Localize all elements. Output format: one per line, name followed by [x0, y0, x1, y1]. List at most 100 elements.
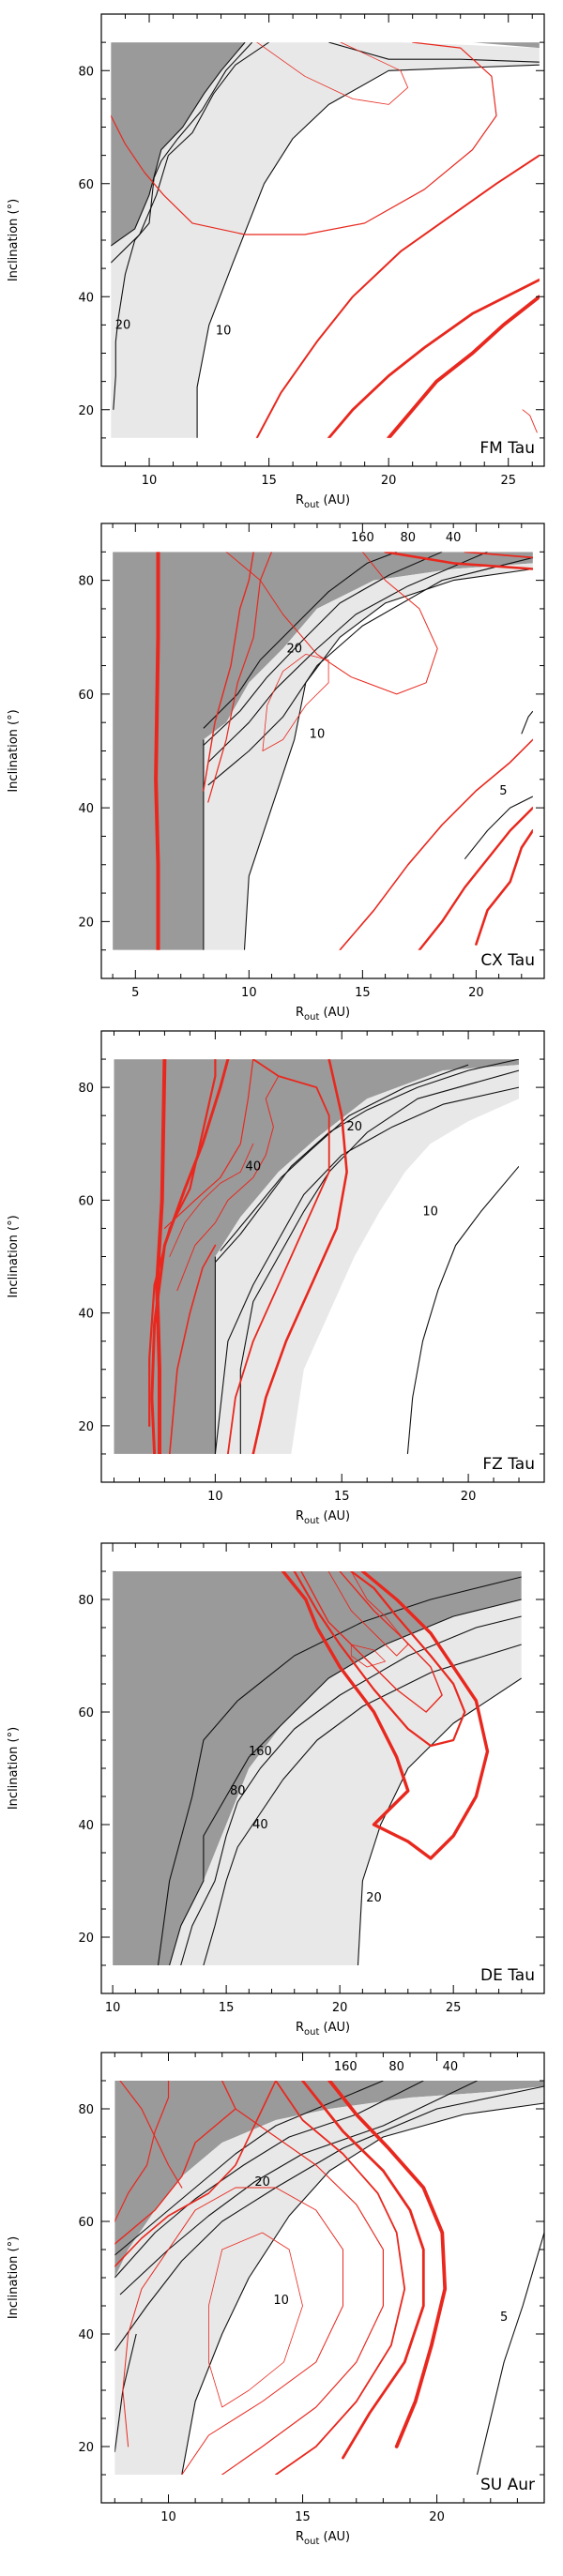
contour-label: 40 — [443, 2060, 459, 2074]
shaded-region-light — [203, 563, 533, 950]
red-contour — [207, 2232, 303, 2408]
x-tick-label: 25 — [446, 2001, 462, 2015]
y-axis-label: Inclination (°) — [7, 1727, 21, 1810]
red-contour — [293, 1571, 466, 1748]
y-tick-label: 40 — [78, 802, 94, 816]
red-contour — [119, 2081, 183, 2189]
y-tick-label: 20 — [78, 1932, 94, 1946]
black-contour-5 — [476, 2232, 544, 2475]
black-contour — [239, 1069, 520, 1454]
x-axis-label: Rout (AU) — [296, 1509, 350, 1526]
black-contour — [111, 42, 269, 264]
x-tick-label: 15 — [219, 2001, 235, 2015]
shaded-region-dark — [111, 42, 540, 246]
x-tick-label: 20 — [332, 2001, 348, 2015]
plot-area — [114, 2081, 544, 2475]
panel-name: DE Tau — [480, 1966, 535, 1985]
red-contour — [114, 2081, 170, 2222]
red-contour — [114, 2081, 236, 2245]
black-contour-20 — [357, 1677, 522, 1965]
red-contour — [522, 409, 538, 433]
panel-fm-tau: 20 10 10 15 20 25 20 40 60 80 Rout (AU) Inclination… — [7, 13, 545, 510]
black-contour — [220, 1064, 469, 1251]
red-contour — [221, 2108, 384, 2475]
red-contour — [163, 1059, 254, 1230]
contour-label: 80 — [388, 2060, 404, 2074]
x-tick-label: 15 — [295, 2510, 311, 2524]
contour-label: 20 — [115, 318, 131, 332]
panel-name: CX Tau — [480, 951, 535, 970]
x-tick-label: 10 — [105, 2001, 121, 2015]
x-tick-label: 20 — [429, 2510, 445, 2524]
y-axis-label: Inclination (°) — [7, 1215, 21, 1297]
black-contour-20 — [207, 556, 533, 786]
black-contour — [157, 1576, 522, 1965]
red-contour — [418, 806, 533, 950]
red-contour — [384, 552, 533, 570]
x-tick-label: 15 — [334, 1490, 350, 1504]
red-contour — [327, 2081, 448, 2448]
black-contour — [521, 710, 533, 735]
red-contour — [203, 552, 254, 792]
x-tick-label: 5 — [131, 986, 139, 1000]
red-contour — [251, 1059, 348, 1454]
shaded-region-dark — [114, 2081, 544, 2278]
red-contour — [475, 829, 533, 946]
red-contour — [111, 42, 497, 235]
red-contour — [169, 1244, 217, 1454]
contour-label: 10 — [310, 727, 326, 741]
x-axis-label: Rout (AU) — [296, 493, 350, 510]
y-axis-label: Inclination (°) — [7, 199, 21, 281]
x-tick-label: 10 — [207, 1490, 223, 1504]
red-contour — [207, 552, 273, 803]
contour-label: 5 — [499, 784, 507, 798]
red-contour — [281, 1571, 490, 1860]
x-tick-label: 20 — [461, 1490, 477, 1504]
y-tick-label: 80 — [78, 575, 94, 589]
y-tick-label: 80 — [78, 1082, 94, 1096]
x-tick-label: 25 — [500, 474, 516, 488]
panel-su-aur: 160 80 40 20 10 5 10 15 20 20 40 60 80 Rout (AU) Incli… — [7, 2052, 545, 2547]
red-contour — [464, 552, 533, 559]
black-contour — [111, 42, 246, 247]
y-tick-label: 20 — [78, 404, 94, 418]
black-contour-80 — [203, 552, 443, 746]
x-tick-label: 10 — [241, 986, 257, 1000]
contour-label: 5 — [500, 2311, 508, 2325]
black-contour-10 — [181, 2102, 544, 2475]
shaded-region-dark — [114, 1059, 519, 1257]
contour-label: 20 — [286, 642, 302, 656]
contour-label: 20 — [366, 1891, 382, 1905]
contour-label: 160 — [334, 2060, 358, 2074]
panel-name: SU Aur — [480, 2476, 535, 2494]
y-tick-label: 60 — [78, 1194, 94, 1208]
shaded-region-light — [169, 1599, 522, 1965]
panel-de-tau: 160 80 40 20 10 15 20 25 20 40 60 80 Rout (AU) Inclin… — [7, 1542, 545, 2038]
black-contour-40 — [207, 552, 488, 763]
red-contour — [350, 1644, 387, 1668]
red-contour — [262, 654, 329, 751]
y-axis-label: Inclination (°) — [7, 2236, 21, 2319]
x-axis-label: Rout (AU) — [296, 2530, 350, 2547]
contour-label: 40 — [252, 1818, 268, 1832]
y-axis-label: Inclination (°) — [7, 709, 21, 792]
red-contour — [114, 2081, 277, 2267]
red-contour — [148, 1059, 217, 1428]
red-contour — [274, 2081, 406, 2475]
shaded-region-light — [114, 2086, 544, 2475]
black-contour-20 — [214, 1086, 520, 1454]
contour-label: 20 — [254, 2175, 270, 2190]
x-tick-label: 15 — [261, 474, 277, 488]
red-contour — [255, 154, 540, 438]
red-contour — [226, 1059, 330, 1454]
panel-name: FM Tau — [479, 439, 535, 458]
y-tick-label: 60 — [78, 689, 94, 703]
y-tick-label: 60 — [78, 2216, 94, 2230]
red-contour — [155, 1059, 167, 1454]
contour-label: 10 — [216, 324, 232, 338]
contour-label: 20 — [346, 1120, 362, 1134]
red-contour — [300, 1571, 443, 1713]
plot-area — [111, 42, 540, 438]
panel-fz-tau: 40 20 10 10 15 20 20 40 60 80 Rout (AU) Inclination… — [7, 1030, 545, 1526]
